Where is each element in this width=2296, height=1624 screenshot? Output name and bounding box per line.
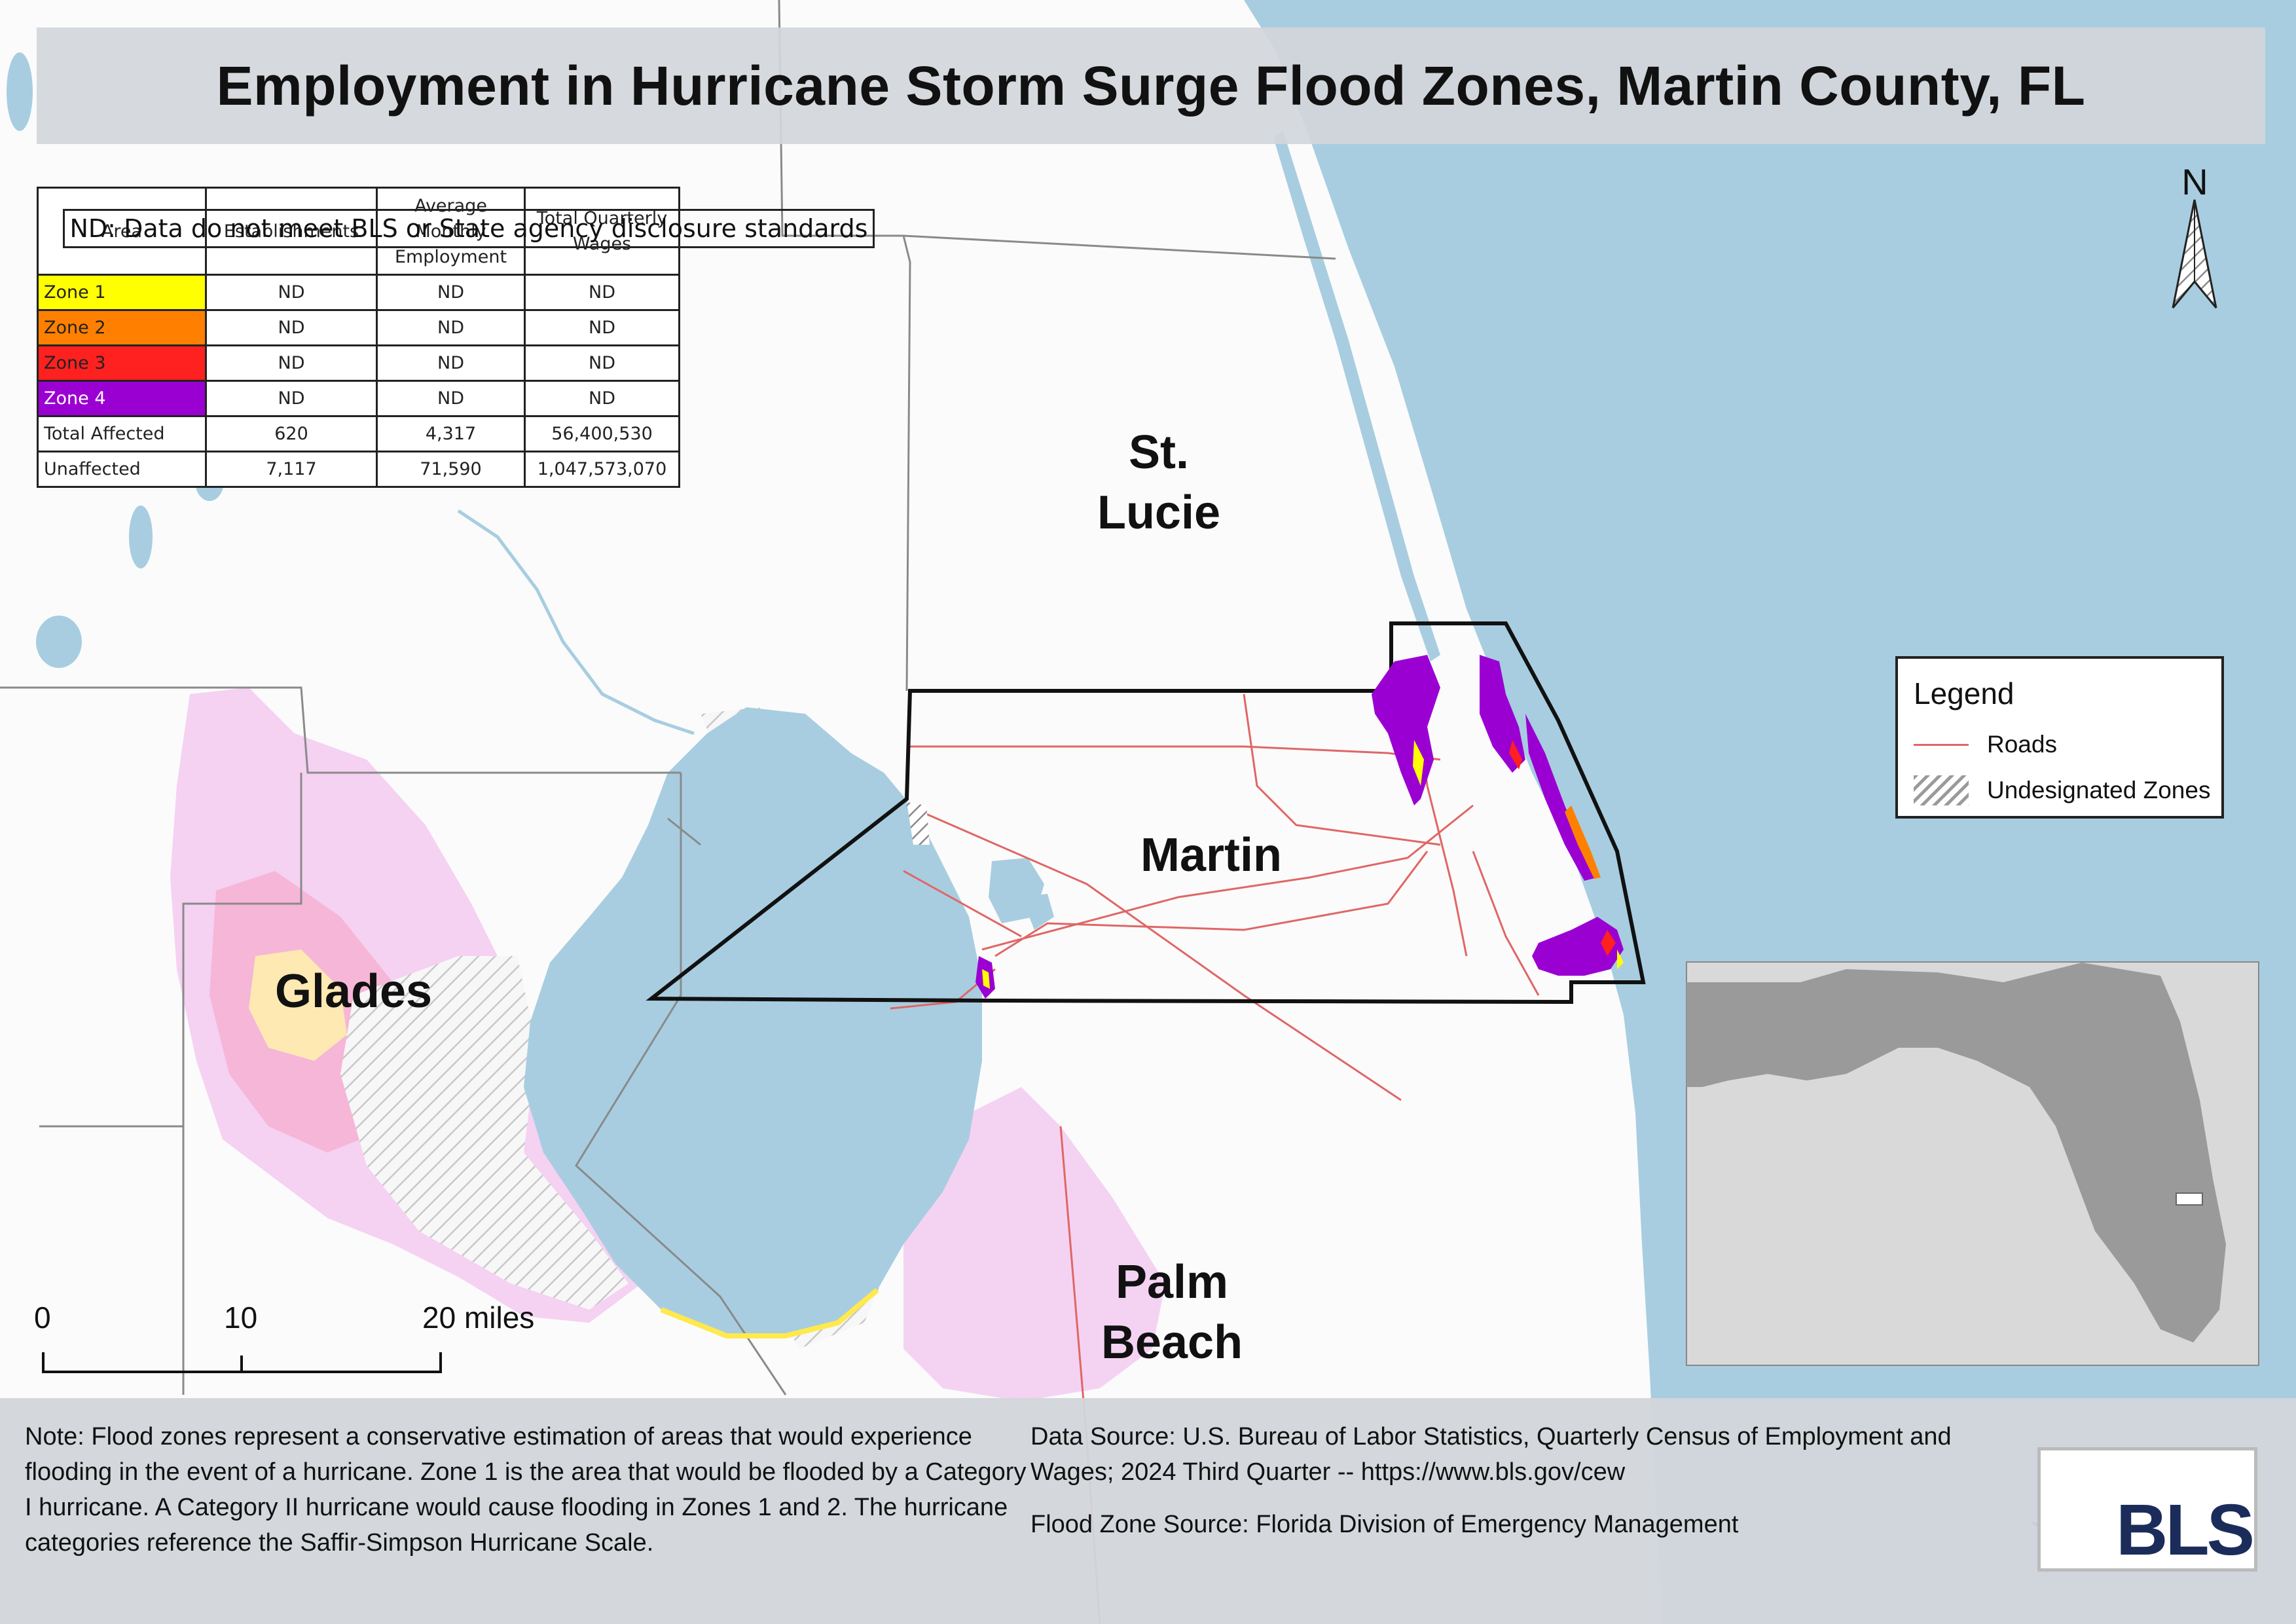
table-row: Zone 2 ND ND ND [37,309,680,346]
cell-wages: ND [524,344,680,382]
cell-wages: 1,047,573,070 [524,451,680,488]
inset-map [1686,961,2259,1366]
footer-panel: Note: Flood zones represent a conservati… [0,1398,2296,1624]
flood-zone-3 [1509,740,1616,956]
undesignated-zone-martin [907,802,930,845]
lake-small [7,52,33,131]
lake-shore-fringe [660,1287,879,1338]
undesignated-zone-west [340,956,629,1310]
cell-employment: ND [376,309,526,346]
scale-label-10: 10 [224,1301,258,1335]
legend-title: Legend [1914,676,2014,710]
north-label: N [2181,161,2208,202]
hatch-swatch [1914,775,1969,805]
glades-flood-yellow [249,950,347,1061]
cell-employment: ND [376,274,526,311]
scale-bar [42,1352,442,1373]
lake-small [36,616,82,668]
county-label-line: Beach [1101,1316,1243,1369]
cell-establishments: 620 [205,415,378,452]
martin-county-boundary [646,621,1646,1005]
river [457,509,695,735]
total-affected-label: Total Affected [37,415,207,452]
county-label-martin: Martin [1140,829,1282,881]
table-row: Unaffected 7,117 71,590 1,047,573,070 [37,451,680,488]
title-banner: Employment in Hurricane Storm Surge Floo… [37,28,2265,144]
flood-zone-4 [1372,655,1440,805]
cell-establishments: ND [205,380,378,417]
cell-wages: ND [524,309,680,346]
footer-note: Note: Flood zones represent a conservati… [25,1423,1027,1557]
bls-logo: BLS [2037,1447,2257,1572]
table-row: Zone 4 ND ND ND [37,380,680,417]
cell-establishments: ND [205,274,378,311]
zone-1-label: Zone 1 [37,274,207,311]
cell-establishments: ND [205,309,378,346]
legend-item-roads: Roads [1914,731,2057,758]
road-swatch [1914,743,1969,746]
flood-zone-4 [1525,714,1597,881]
zone-4-label: Zone 4 [37,380,207,417]
cell-wages: ND [524,380,680,417]
cell-wages: 56,400,530 [524,415,680,452]
county-label-glades: Glades [274,965,433,1018]
legend-label: Undesignated Zones [1987,777,2211,803]
flood-zone-source: Flood Zone Source: Florida Division of E… [1030,1511,1739,1538]
pond-martin [1021,894,1054,930]
legend-label: Roads [1987,731,2057,758]
table-row: Zone 3 ND ND ND [37,344,680,382]
cell-employment: ND [376,380,526,417]
county-label-line: St. [1128,426,1189,479]
indian-river-lagoon [1273,131,1440,661]
cell-establishments: ND [205,344,378,382]
palm-beach-flood-fringe [903,1087,1165,1401]
flood-zone-4 [1532,917,1624,976]
county-label-st-lucie: St. Lucie [1087,422,1231,543]
table-row: Zone 1 ND ND ND [37,274,680,311]
scale-label-0: 0 [34,1301,51,1335]
cell-employment: 4,317 [376,415,526,452]
bls-logo-text: BLS [2116,1490,2255,1570]
county-label-line: Palm [1115,1256,1229,1308]
legend: Legend Roads Undesignated Zones [1895,656,2224,819]
flood-zone-lake-shore-1 [982,969,990,989]
map-title: Employment in Hurricane Storm Surge Floo… [216,54,2086,117]
county-label-palm-beach: Palm Beach [1074,1252,1270,1373]
legend-item-undesignated: Undesignated Zones [1914,775,2210,805]
cell-wages: ND [524,274,680,311]
roads [890,693,1540,1624]
county-label-line: Lucie [1097,487,1221,539]
table-footnote-row: ND: Data do not meet BLS or State agency… [62,208,1078,248]
employment-table: Area Establishments Average Monthly Empl… [37,187,875,488]
cell-employment: ND [376,344,526,382]
lake-small [129,506,153,568]
flood-zone-2 [1565,805,1601,879]
zone-2-label: Zone 2 [37,309,207,346]
scale-label-20-miles: 20 miles [422,1301,535,1335]
table-row: Total Affected 620 4,317 56,400,530 [37,415,680,452]
data-source: Data Source: U.S. Bureau of Labor Statis… [1030,1423,1952,1486]
lake-okeechobee [524,707,982,1336]
unaffected-label: Unaffected [37,451,207,488]
cell-establishments: 7,117 [205,451,378,488]
table-footnote: ND: Data do not meet BLS or State agency… [62,208,875,248]
north-arrow [2172,199,2217,308]
zone-3-label: Zone 3 [37,344,207,382]
cell-employment: 71,590 [376,451,526,488]
